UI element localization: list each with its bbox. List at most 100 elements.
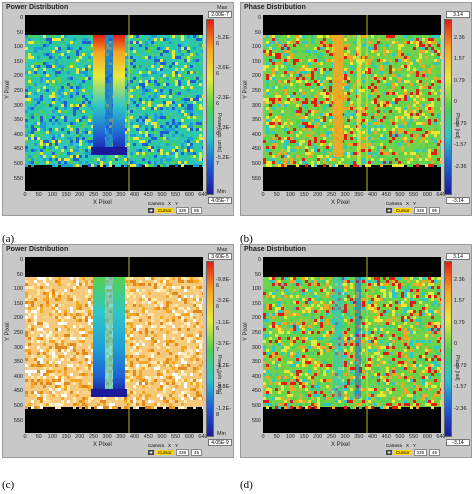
x-tick-label: 250: [326, 434, 337, 440]
x-tick-label: 100: [47, 192, 57, 198]
beam-lobe-left: [93, 277, 105, 395]
y-tick-label: 150: [251, 58, 261, 65]
colorbar-tick-label: -5.2E-6: [216, 35, 231, 47]
colorbar-min-label: Min: [217, 431, 226, 437]
x-axis-label: X Pixel: [93, 200, 112, 206]
y-axis-label: Y Pixel: [5, 80, 11, 99]
x-tick-label: 350: [354, 192, 364, 198]
panel-title: Phase Distribution: [244, 246, 306, 253]
figure-caption: (d): [240, 479, 253, 491]
colorbar: [444, 19, 452, 195]
x-tick-label: 0: [261, 192, 265, 198]
panel-title: Power Distribution: [6, 4, 69, 11]
cursor-x-value[interactable]: 339: [175, 449, 190, 456]
y-tick-label: 0: [257, 257, 261, 263]
colorbar-min-value[interactable]: -3.14: [446, 197, 470, 204]
x-tick-label: 100: [285, 434, 295, 440]
beam-image: [25, 257, 203, 433]
x-tick-label: 500: [157, 192, 167, 198]
x-tick-label: 500: [395, 192, 405, 198]
x-tick-label: 0: [261, 434, 265, 440]
colorbar-min-label: Min: [217, 189, 226, 195]
beam-bottom: [91, 389, 127, 397]
cursor-label[interactable]: Cursor: [394, 208, 412, 213]
y-tick-label: 250: [13, 88, 23, 94]
colorbar-tick-label: -0.79: [454, 362, 467, 369]
camera-header-label: Camera: [148, 201, 165, 206]
y-tick-label: 550: [251, 417, 261, 424]
speckle-noise: [263, 35, 441, 167]
camera-readout: Camera X Y ✚ Cursor 339 45: [386, 443, 446, 457]
camera-header-label: X: [168, 443, 172, 448]
colorbar-min-value[interactable]: 4.05E-9: [208, 439, 232, 446]
y-tick-label: 300: [13, 102, 23, 109]
x-tick-label: 200: [75, 434, 85, 440]
colorbar-min-value[interactable]: -3.14: [446, 439, 470, 446]
cursor-x-value[interactable]: 339: [413, 449, 428, 456]
y-tick-label: 450: [251, 388, 261, 395]
y-tick-label: 100: [251, 44, 261, 51]
x-tick-label: 150: [61, 192, 71, 198]
camera-header-label: Y: [175, 201, 179, 206]
y-tick-label: 350: [251, 359, 261, 366]
colorbar-max-value[interactable]: 3.60E-5: [208, 253, 232, 260]
camera-header-label: Y: [175, 443, 179, 448]
colorbar-max-value[interactable]: 3.14: [446, 11, 470, 18]
colorbar-min-value[interactable]: 4.05E-7: [208, 197, 232, 204]
y-tick-label: 250: [251, 330, 261, 336]
y-tick-label: 450: [251, 146, 261, 153]
colorbar-tick-label: 0.79: [454, 319, 465, 326]
cursor-x-value[interactable]: 339: [175, 207, 190, 214]
cursor-label[interactable]: Cursor: [156, 450, 174, 455]
y-tick-label: 150: [13, 300, 23, 307]
phase-band-left: [333, 35, 343, 157]
y-tick-label: 100: [13, 286, 23, 293]
colorbar-tick-label: 2.36: [454, 277, 465, 283]
camera-row: ✚ Cursor 339 45: [386, 449, 446, 456]
y-tick-label: 400: [251, 131, 261, 138]
cursor-icon[interactable]: ✚: [386, 208, 392, 213]
cursor-y-value[interactable]: 95: [191, 207, 203, 214]
cursor-y-value[interactable]: 45: [191, 449, 203, 456]
cursor-icon[interactable]: ✚: [386, 450, 392, 455]
x-tick-label: 400: [129, 192, 140, 198]
camera-header: Camera X Y: [148, 443, 208, 448]
cursor-y-value[interactable]: 95: [429, 207, 441, 214]
colorbar-tick-label: -0.79: [454, 120, 467, 127]
x-tick-label: 50: [273, 434, 280, 440]
speckle-noise: [263, 277, 441, 409]
beam-profile-plot: [25, 257, 203, 433]
colorbar-tick-label: -3.7E-7: [216, 341, 231, 354]
x-tick-label: 550: [409, 192, 419, 198]
cursor-icon[interactable]: ✚: [148, 450, 154, 455]
colorbar-max-label: Max: [217, 247, 228, 253]
y-axis-label: Y Pixel: [243, 80, 249, 99]
colorbar-max-label: Max: [217, 5, 228, 11]
cursor-y-value[interactable]: 45: [429, 449, 441, 456]
colorbar-max-value[interactable]: 2.00E-7: [208, 11, 232, 18]
x-tick-label: 550: [171, 192, 181, 198]
cursor-x-value[interactable]: 339: [413, 207, 428, 214]
cursor-icon[interactable]: ✚: [148, 208, 154, 213]
image-panel: Phase Distribution 0 50 100 150 200 250 300 350 4…: [240, 2, 472, 216]
colorbar-tick-label: -1.3E-6: [216, 125, 231, 137]
x-tick-label: 300: [102, 192, 112, 198]
x-tick-label: 350: [116, 434, 126, 440]
beam-profile-plot: [263, 15, 441, 191]
x-tick-label: 600: [184, 192, 194, 198]
x-tick-label: 100: [47, 434, 57, 440]
cursor-label[interactable]: Cursor: [394, 450, 412, 455]
colorbar-tick-label: 2.36: [454, 35, 465, 41]
x-tick-label: 500: [157, 434, 167, 440]
colorbar-tick-label: 1.57: [454, 56, 465, 63]
x-tick-label: 640: [436, 192, 446, 198]
speckle-noise: [25, 277, 203, 409]
cursor-label[interactable]: Cursor: [156, 208, 174, 213]
x-tick-label: 300: [340, 192, 350, 198]
colorbar-max-value[interactable]: 3.14: [446, 253, 470, 260]
y-tick-label: 200: [13, 315, 23, 322]
y-tick-label: 300: [251, 344, 261, 351]
y-tick-label: 0: [19, 15, 23, 21]
x-tick-label: 350: [354, 434, 364, 440]
colorbar-tick-label: -3.2E-6: [216, 298, 231, 311]
